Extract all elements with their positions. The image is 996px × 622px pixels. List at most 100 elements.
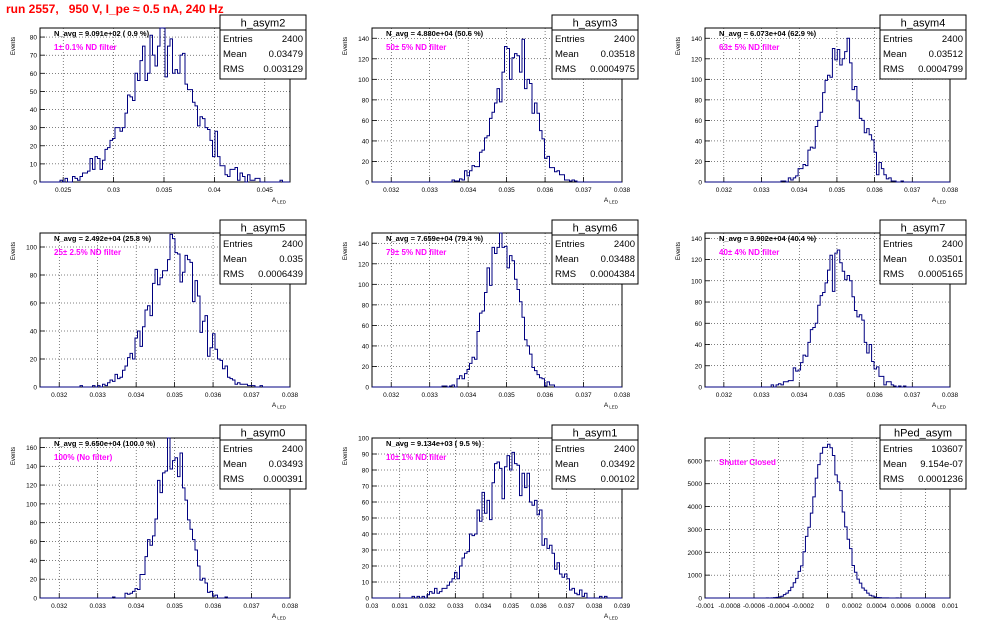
stat-value: 0.03492	[601, 459, 635, 470]
y-tick-label: 6000	[688, 458, 703, 465]
y-axis-label: Events	[343, 242, 349, 260]
x-tick-label: 0.033	[422, 392, 439, 399]
navg-label: N_avg = 3.902e+04 (40.4 %)	[719, 234, 817, 243]
histogram-panel-h_asym4: 0.032 0.033 0.034 0.035 0.036 0.037 0.038 0 20 40…	[676, 14, 967, 205]
stats-box: h_asym7 Entries 2400 Mean 0.03501 RMS 0.000516…	[879, 219, 967, 285]
x-tick-label: 0.035	[156, 187, 173, 194]
x-tick-label: 0.032	[51, 392, 68, 399]
y-tick-label: 40	[362, 343, 370, 350]
y-tick-label: 120	[358, 261, 369, 268]
histogram-series	[372, 38, 622, 183]
stat-value: 0.003129	[263, 64, 303, 75]
histogram-series	[372, 232, 622, 388]
y-tick-label: 40	[362, 138, 370, 145]
y-tick-label: 5000	[688, 481, 703, 488]
x-tick-label: 0.036	[205, 603, 222, 610]
stat-value: 0.03501	[929, 254, 963, 265]
y-tick-label: 40	[362, 532, 370, 539]
y-tick-label: 60	[362, 323, 370, 330]
y-tick-label: 20	[362, 364, 370, 371]
histogram-title: hPed_asym	[894, 428, 952, 440]
stat-label: Mean	[223, 254, 247, 265]
x-tick-label: 0.037	[904, 392, 921, 399]
y-tick-label: 60	[695, 321, 703, 328]
x-axis-label: ALED	[604, 613, 619, 621]
x-tick-label: 0.03	[107, 187, 120, 194]
x-axis-label: ALED	[604, 197, 619, 205]
stat-value: 2400	[614, 444, 635, 455]
x-tick-label: 0.031	[392, 603, 409, 610]
histogram-series	[705, 37, 950, 183]
y-tick-label: 100	[691, 278, 702, 285]
y-tick-label: 0	[698, 385, 702, 392]
filter-note: 25± 2.5% ND filter	[54, 248, 121, 257]
y-tick-label: 60	[30, 71, 38, 78]
stats-box: h_asym4 Entries 2400 Mean 0.03512 RMS 0.000479…	[879, 14, 967, 80]
plot-frame	[371, 232, 623, 388]
stats-box-frame	[879, 14, 967, 80]
stats-box-frame	[219, 424, 307, 490]
histogram-series	[40, 233, 290, 388]
y-tick-label: 60	[362, 118, 370, 125]
y-tick-label: 140	[358, 36, 369, 43]
x-tick-label: 0.035	[166, 392, 183, 399]
filter-note: 50± 5% ND filter	[386, 43, 446, 52]
x-tick-label: 0.035	[829, 187, 846, 194]
navg-label: N_avg = 9.650e+04 (100.0 %)	[54, 439, 156, 448]
histogram-title: h_asym3	[573, 18, 618, 30]
y-tick-label: 40	[695, 342, 703, 349]
y-tick-label: 20	[362, 159, 370, 166]
y-tick-label: 40	[695, 138, 703, 145]
x-axis-label: ALED	[272, 197, 287, 205]
stats-box-frame	[219, 219, 307, 285]
x-tick-label: 0.032	[383, 392, 400, 399]
y-tick-label: 140	[358, 241, 369, 248]
stat-value: 0.0004799	[918, 64, 963, 75]
x-tick-label: 0.036	[866, 392, 883, 399]
filter-note: Shutter Closed	[719, 458, 776, 467]
stat-label: Entries	[883, 34, 913, 45]
x-tick-label: 0.032	[51, 603, 68, 610]
stat-value: 0.03493	[269, 459, 303, 470]
stat-value: 2400	[282, 444, 303, 455]
x-tick-label: 0.0008	[916, 603, 936, 610]
x-tick-label: 0.038	[586, 603, 603, 610]
y-tick-label: 80	[362, 97, 370, 104]
histogram-panel-h_asym5: 0.032 0.033 0.034 0.035 0.036 0.037 0.038 0 20 40…	[11, 219, 307, 410]
navg-label: N_avg = 9.091e+02 ( 0.9 %)	[54, 29, 150, 38]
histogram-title: h_asym6	[573, 223, 618, 235]
x-tick-label: 0.04	[208, 187, 221, 194]
y-tick-label: 80	[30, 273, 38, 280]
x-axis-label: ALED	[272, 613, 287, 621]
stat-label: Mean	[555, 254, 579, 265]
y-tick-label: 140	[691, 36, 702, 43]
histogram-panel-h_asym3: 0.032 0.033 0.034 0.035 0.036 0.037 0.038 0 20 40…	[343, 14, 639, 205]
x-tick-label: 0.036	[537, 187, 554, 194]
y-tick-label: 20	[362, 564, 370, 571]
x-tick-label: -0.0002	[792, 603, 814, 610]
stat-label: RMS	[223, 269, 244, 280]
y-tick-label: 120	[358, 56, 369, 63]
stats-box: h_asym6 Entries 2400 Mean 0.03488 RMS 0.000438…	[551, 219, 639, 285]
x-tick-label: 0.038	[282, 392, 299, 399]
y-tick-label: 80	[362, 302, 370, 309]
stats-box-frame	[551, 14, 639, 80]
histogram-panel-h_asym6: 0.032 0.033 0.034 0.035 0.036 0.037 0.038 0 20 40…	[343, 219, 639, 410]
x-tick-label: 0.033	[447, 603, 464, 610]
stat-value: 103607	[931, 444, 963, 455]
y-axis-label: Events	[11, 447, 17, 465]
x-tick-label: 0.0002	[842, 603, 862, 610]
y-tick-label: 20	[695, 159, 703, 166]
stat-value: 2400	[282, 239, 303, 250]
histogram-series	[705, 249, 950, 388]
x-tick-label: 0.038	[942, 392, 959, 399]
stat-value: 0.0001236	[918, 474, 963, 485]
y-tick-label: 80	[30, 35, 38, 42]
y-tick-label: 100	[26, 245, 37, 252]
y-axis-label: Events	[11, 242, 17, 260]
stat-value: 2400	[282, 34, 303, 45]
x-tick-label: 0.033	[90, 392, 107, 399]
x-tick-label: 0.036	[205, 392, 222, 399]
stats-box-frame	[879, 424, 967, 490]
histogram-panel-h_asym2: 0.025 0.03 0.035 0.04 0.045 0 10 20 30 40 50 60 70 80…	[11, 14, 307, 205]
